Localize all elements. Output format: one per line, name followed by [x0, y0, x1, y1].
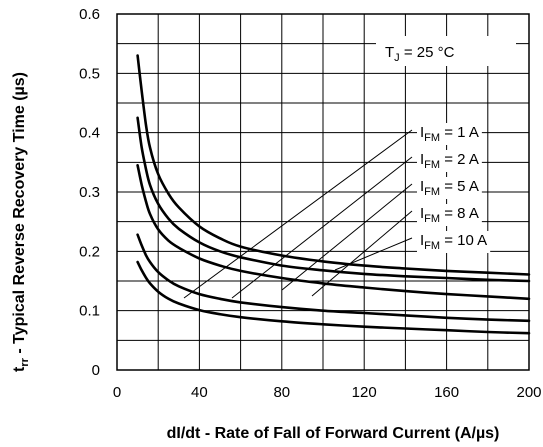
y-tick-label: 0.4	[79, 125, 100, 142]
y-tick-labels: 0 0.1 0.2 0.3 0.4 0.5 0.6	[79, 6, 100, 379]
x-tick-label: 200	[516, 384, 541, 401]
x-axis-title: dI/dt - Rate of Fall of Forward Current …	[167, 425, 500, 442]
plot-frame	[116, 13, 530, 371]
condition-annotation: TJ = 25 °C	[376, 36, 516, 66]
series-labels: IFM = 1 A IFM = 2 A IFM = 5 A IFM = 8 A IFM …	[417, 123, 491, 253]
label-leader-line	[183, 129, 413, 299]
y-tick-label: 0.2	[79, 243, 100, 260]
condition-text: TJ = 25 °C	[385, 44, 455, 64]
series-label-background	[417, 123, 482, 145]
label-leader-line	[311, 210, 413, 297]
x-tick-label: 0	[113, 384, 121, 401]
x-tick-label: 160	[434, 384, 459, 401]
y-tick-label: 0	[92, 362, 100, 379]
series-line	[136, 164, 531, 301]
series-line	[136, 116, 531, 283]
series-line	[136, 260, 531, 335]
series-label-background	[417, 231, 491, 253]
series-label-background	[417, 150, 482, 172]
series-line	[136, 54, 531, 276]
series-label: IFM = 5 A	[420, 178, 479, 198]
label-leader-line	[281, 183, 413, 291]
series-curves	[136, 54, 531, 335]
label-leader-lines	[183, 129, 413, 299]
label-leader-line	[231, 156, 413, 299]
y-tick-label: 0.1	[79, 303, 100, 320]
y-axis-title: trr - Typical Reverse Recovery Time (µs)	[11, 72, 31, 372]
x-tick-label: 80	[273, 384, 290, 401]
series-label: IFM = 1 A	[420, 124, 479, 144]
condition-background	[376, 36, 516, 66]
series-label: IFM = 8 A	[420, 205, 479, 225]
y-tick-label: 0.6	[79, 6, 100, 23]
x-tick-label: 40	[191, 384, 208, 401]
y-tick-label: 0.5	[79, 65, 100, 82]
x-tick-label: 120	[352, 384, 377, 401]
series-label-background	[417, 177, 482, 199]
series-label: IFM = 2 A	[420, 151, 479, 171]
y-tick-label: 0.3	[79, 184, 100, 201]
series-label: IFM = 10 A	[420, 232, 487, 252]
series-line	[136, 233, 531, 323]
x-tick-labels: 0 40 80 120 160 200	[113, 384, 542, 401]
series-label-background	[417, 204, 482, 226]
